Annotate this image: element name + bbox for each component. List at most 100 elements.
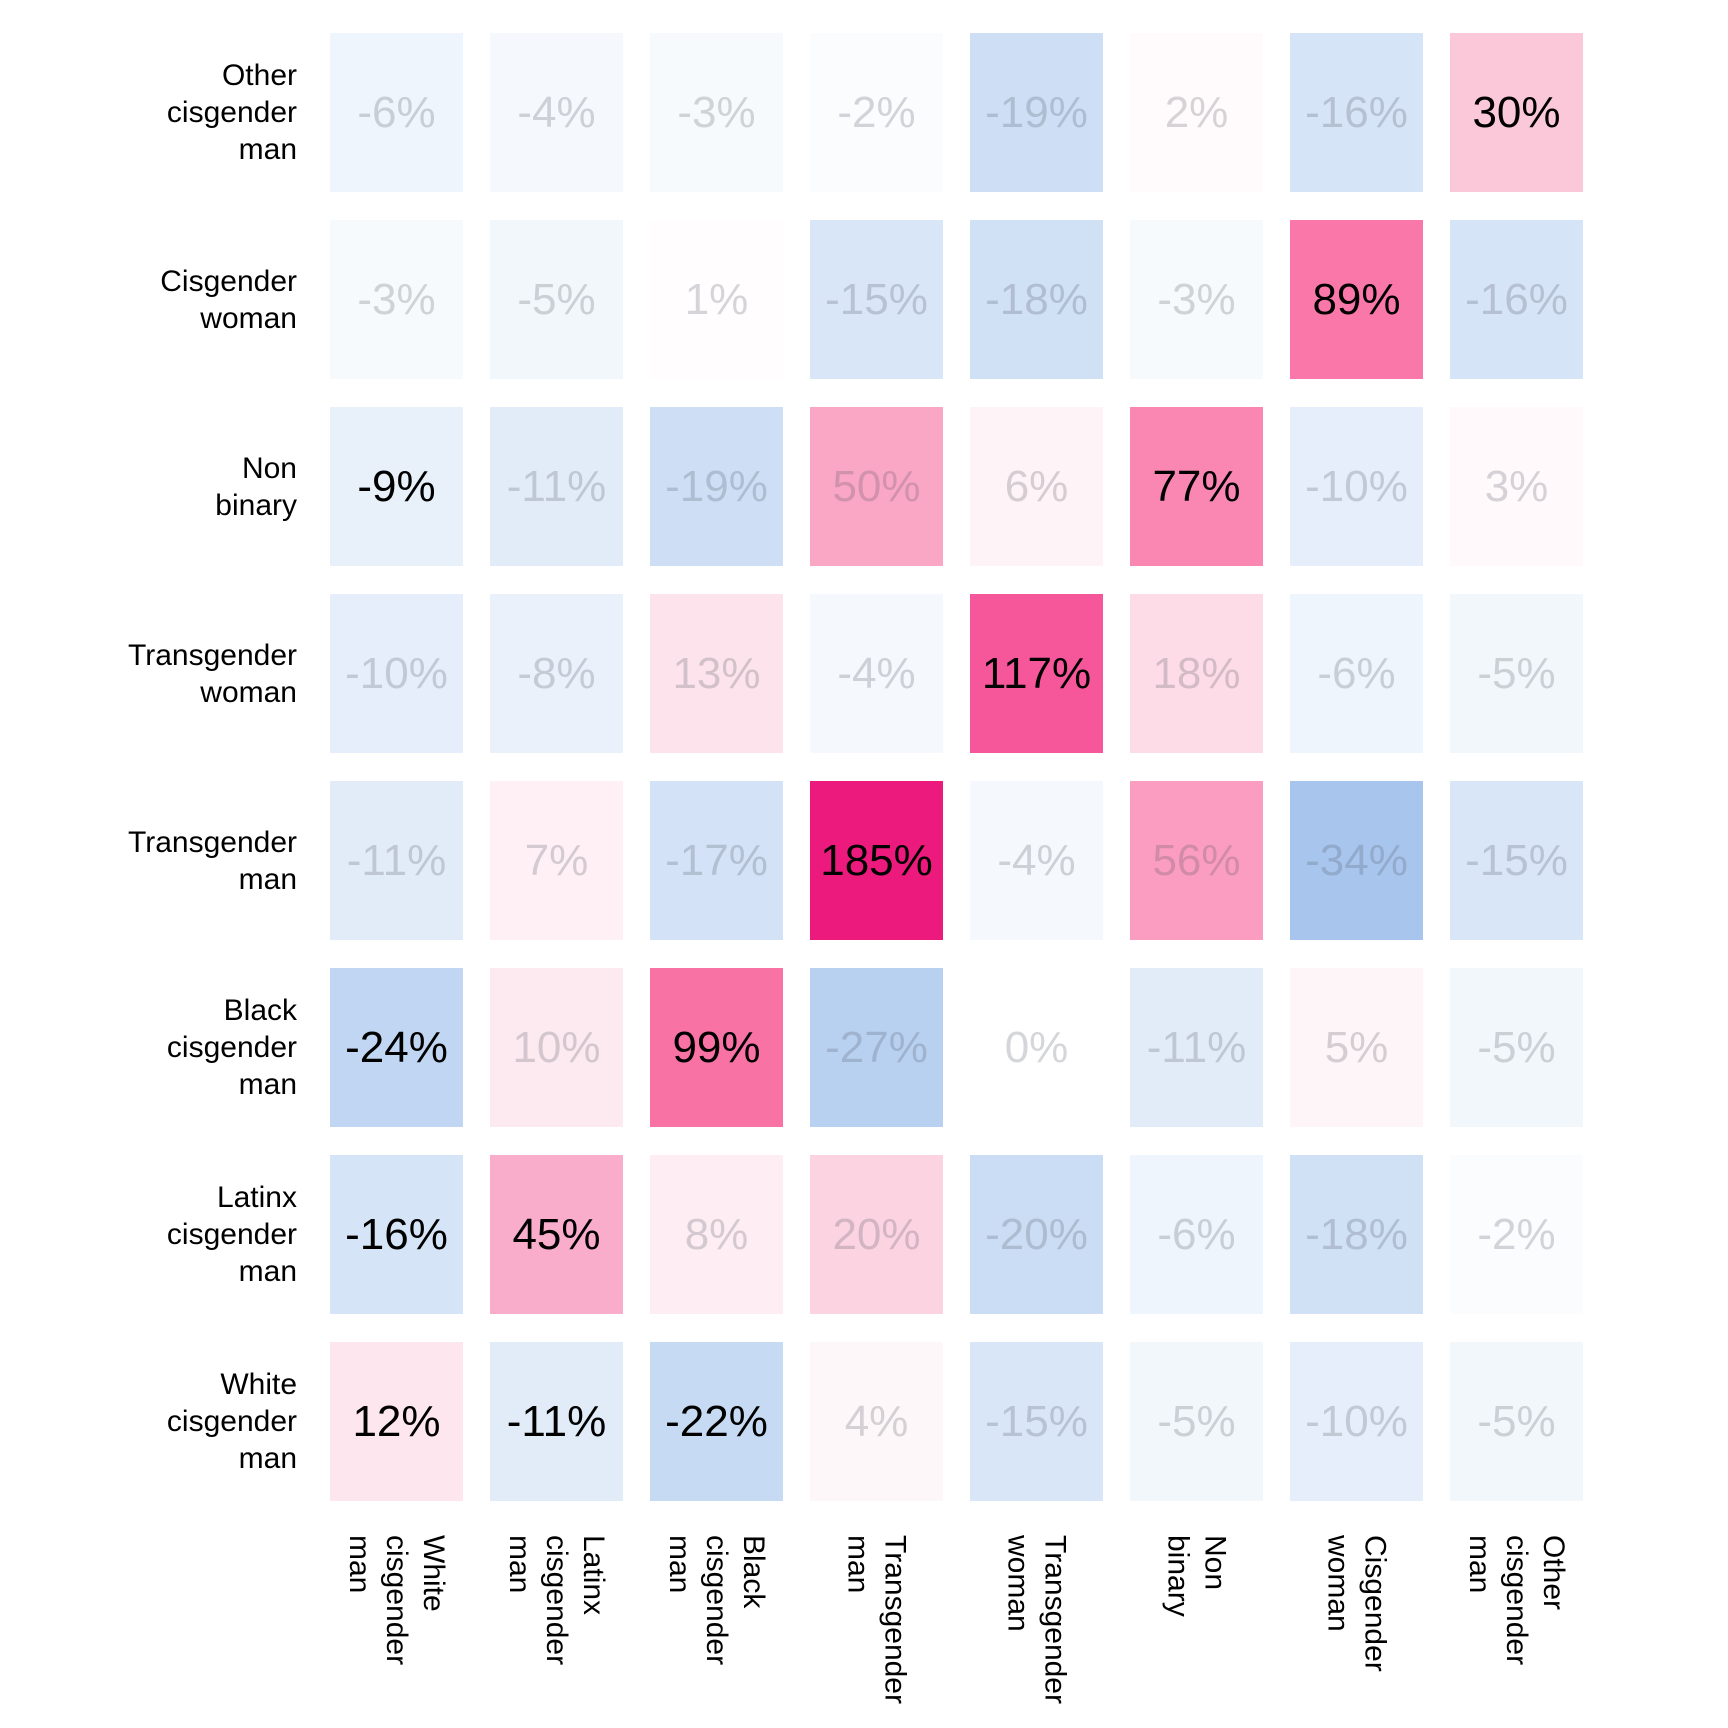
cell-value: -5% <box>1477 1022 1556 1072</box>
y-axis: Other cisgender man Cisgender woman Non bi… <box>0 33 297 1501</box>
cell-value: -4% <box>837 648 916 698</box>
cell-value: -17% <box>665 835 768 885</box>
x-axis-label: Cisgender woman <box>1321 1535 1392 1672</box>
cell-value: 1% <box>684 274 749 324</box>
cell-value: -10% <box>1305 461 1408 511</box>
heatmap-cell: -8% <box>490 594 623 753</box>
heatmap-cell: -15% <box>810 220 943 379</box>
x-axis-label: Non binary <box>1161 1535 1232 1617</box>
heatmap-cell: -11% <box>330 781 463 940</box>
heatmap-cell: 3% <box>1450 407 1583 566</box>
y-axis-label: White cisgender man <box>166 1368 297 1475</box>
heatmap-cell: 30% <box>1450 33 1583 192</box>
heatmap-cell: 1% <box>650 220 783 379</box>
cell-value: -11% <box>346 835 447 885</box>
cell-value: 56% <box>1152 835 1241 885</box>
cell-value: -10% <box>1305 1396 1408 1446</box>
heatmap-cell: 5% <box>1290 968 1423 1127</box>
cell-value: -6% <box>1317 648 1396 698</box>
heatmap-cell: -5% <box>490 220 623 379</box>
heatmap-cell: 8% <box>650 1155 783 1314</box>
cell-value: -15% <box>985 1396 1088 1446</box>
heatmap-cell: 0% <box>970 968 1103 1127</box>
heatmap-cell: 7% <box>490 781 623 940</box>
heatmap-cell: 117% <box>970 594 1103 753</box>
y-axis-label: Transgender man <box>128 825 297 896</box>
heatmap-cell: 6% <box>970 407 1103 566</box>
x-axis-label-slot: Transgender woman <box>970 1535 1103 1704</box>
heatmap-cell: 2% <box>1130 33 1263 192</box>
heatmap-cell: -5% <box>1130 1342 1263 1501</box>
heatmap-cell: -20% <box>970 1155 1103 1314</box>
cell-value: -5% <box>1477 1396 1556 1446</box>
cell-value: 89% <box>1312 274 1401 324</box>
cell-value: 117% <box>981 648 1092 698</box>
heatmap-cell: -2% <box>810 33 943 192</box>
cell-value: -11% <box>1146 1022 1247 1072</box>
cell-value: 50% <box>832 461 921 511</box>
heatmap-cell: -18% <box>970 220 1103 379</box>
heatmap-cell: 20% <box>810 1155 943 1314</box>
cell-value: 5% <box>1324 1022 1389 1072</box>
cell-value: -19% <box>665 461 768 511</box>
heatmap-cell: 4% <box>810 1342 943 1501</box>
cell-value: -16% <box>345 1209 448 1259</box>
heatmap-cell: -10% <box>1290 407 1423 566</box>
x-axis: White cisgender man Latinx cisgender man B… <box>330 1535 1583 1704</box>
x-axis-label-slot: Black cisgender man <box>650 1535 783 1704</box>
heatmap-cell: -17% <box>650 781 783 940</box>
heatmap-cell: -3% <box>330 220 463 379</box>
cell-value: -6% <box>1157 1209 1236 1259</box>
heatmap-cell: 18% <box>1130 594 1263 753</box>
cell-value: 10% <box>512 1022 601 1072</box>
x-axis-label: Black cisgender man <box>663 1535 770 1666</box>
cell-value: 12% <box>352 1396 441 1446</box>
heatmap-cell: -5% <box>1450 968 1583 1127</box>
cell-value: -4% <box>517 87 596 137</box>
cell-value: -27% <box>825 1022 928 1072</box>
cell-value: -4% <box>997 835 1076 885</box>
heatmap-cell: -18% <box>1290 1155 1423 1314</box>
y-axis-label: Cisgender woman <box>160 264 297 335</box>
heatmap-cell: -10% <box>1290 1342 1423 1501</box>
y-axis-label: Transgender woman <box>128 638 297 709</box>
cell-value: -3% <box>357 274 436 324</box>
cell-value: -19% <box>985 87 1088 137</box>
cell-value: 8% <box>684 1209 749 1259</box>
cell-value: 20% <box>832 1209 921 1259</box>
x-axis-label: Other cisgender man <box>1463 1535 1570 1666</box>
cell-value: -3% <box>677 87 756 137</box>
heatmap-cell: -27% <box>810 968 943 1127</box>
heatmap-cell: 45% <box>490 1155 623 1314</box>
heatmap-cell: -16% <box>330 1155 463 1314</box>
heatmap-cell: -3% <box>650 33 783 192</box>
cell-value: -3% <box>1157 274 1236 324</box>
cell-value: 13% <box>672 648 761 698</box>
x-axis-label: Transgender man <box>841 1535 912 1704</box>
heatmap-cell: -2% <box>1450 1155 1583 1314</box>
x-axis-label-slot: White cisgender man <box>330 1535 463 1704</box>
heatmap-cell: -11% <box>490 1342 623 1501</box>
heatmap-cell: -34% <box>1290 781 1423 940</box>
y-axis-label: Black cisgender man <box>166 994 297 1101</box>
heatmap-cell: -5% <box>1450 594 1583 753</box>
x-axis-label-slot: Other cisgender man <box>1450 1535 1583 1704</box>
heatmap-cell: -15% <box>1450 781 1583 940</box>
heatmap-cell: -9% <box>330 407 463 566</box>
cell-value: 77% <box>1152 461 1241 511</box>
x-axis-label-slot: Non binary <box>1130 1535 1263 1704</box>
cell-value: -5% <box>517 274 596 324</box>
cell-value: -16% <box>1305 87 1408 137</box>
cell-value: 7% <box>524 835 589 885</box>
heatmap-cell: -24% <box>330 968 463 1127</box>
heatmap-cell: 12% <box>330 1342 463 1501</box>
cell-value: 4% <box>844 1396 909 1446</box>
cell-value: 6% <box>1004 461 1069 511</box>
cell-value: -5% <box>1157 1396 1236 1446</box>
heatmap-cell: 89% <box>1290 220 1423 379</box>
heatmap-cell: -5% <box>1450 1342 1583 1501</box>
cell-value: 2% <box>1164 87 1229 137</box>
cell-value: 30% <box>1472 87 1561 137</box>
cell-value: -22% <box>665 1396 768 1446</box>
